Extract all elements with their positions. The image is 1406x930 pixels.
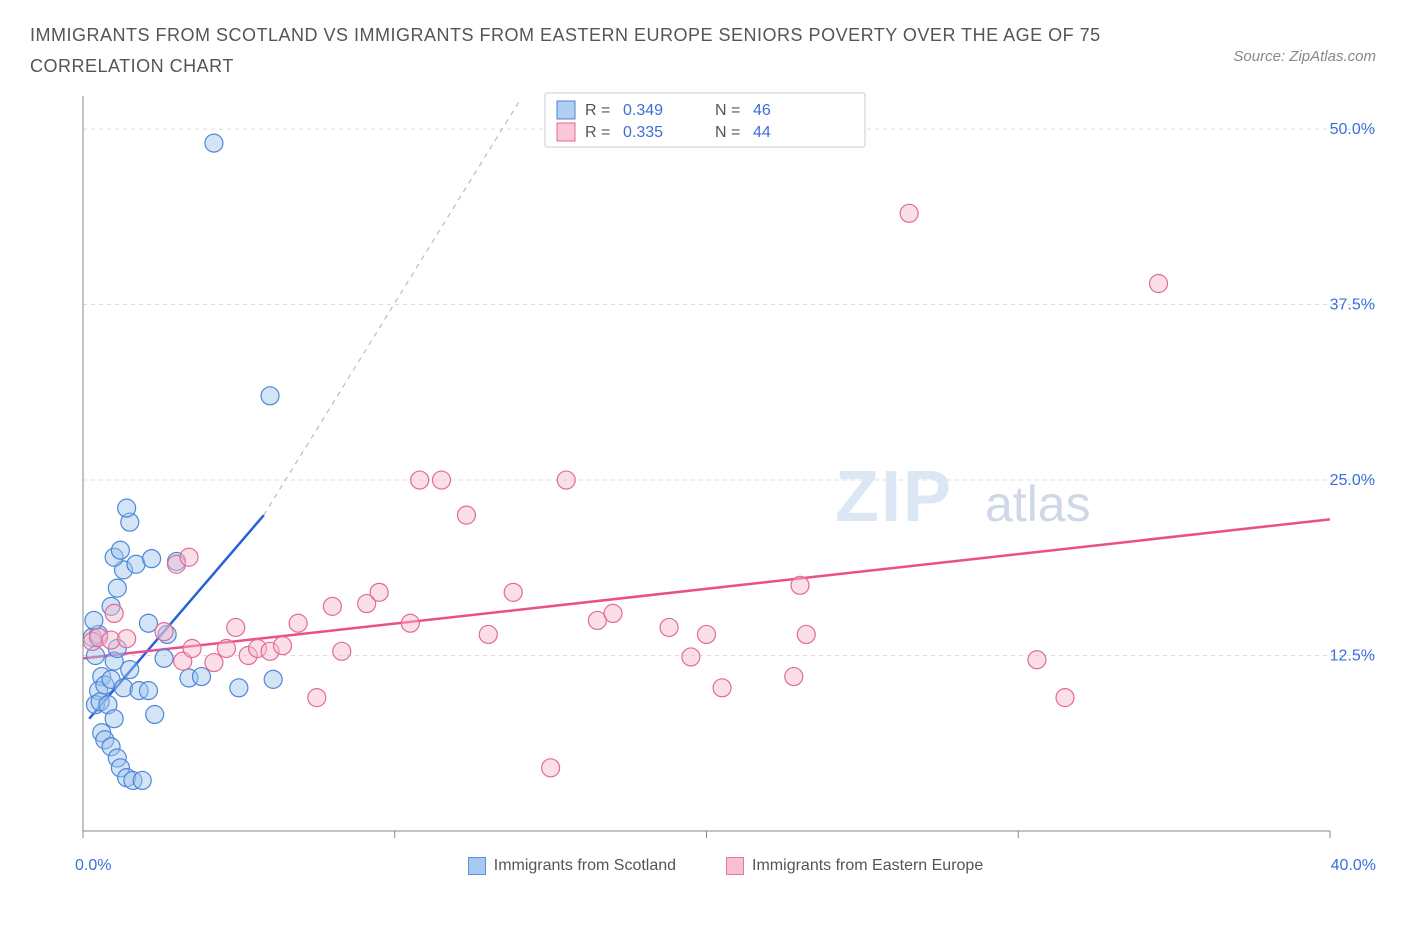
svg-text:46: 46 [753, 102, 771, 119]
legend-label-scotland: Immigrants from Scotland [494, 857, 676, 875]
x-axis-min-label: 0.0% [75, 857, 111, 875]
svg-text:50.0%: 50.0% [1330, 121, 1375, 138]
svg-text:0.335: 0.335 [623, 124, 663, 141]
source-name: ZipAtlas.com [1289, 48, 1376, 65]
svg-text:0.349: 0.349 [623, 102, 663, 119]
svg-text:ZIP: ZIP [835, 457, 953, 537]
legend-item-eeurope: Immigrants from Eastern Europe [726, 857, 983, 875]
svg-text:44: 44 [753, 124, 771, 141]
chart-svg: 12.5% 25.0% 37.5% 50.0% ZIP atlas R = 0.349 N = 4… [75, 91, 1385, 851]
legend-label-eeurope: Immigrants from Eastern Europe [752, 857, 983, 875]
legend-item-scotland: Immigrants from Scotland [468, 857, 676, 875]
bottom-legend: 0.0% Immigrants from Scotland Immigrants… [75, 857, 1376, 875]
source-prefix: Source: [1233, 48, 1289, 65]
chart-title: IMMIGRANTS FROM SCOTLAND VS IMMIGRANTS F… [30, 20, 1130, 81]
svg-text:N =: N = [715, 124, 740, 141]
x-axis-max-label: 40.0% [1331, 857, 1376, 875]
svg-text:25.0%: 25.0% [1330, 472, 1375, 489]
svg-text:atlas: atlas [985, 476, 1091, 532]
svg-text:R =: R = [585, 102, 610, 119]
legend-swatch-eeurope [726, 857, 744, 875]
legend-swatch-scotland [468, 857, 486, 875]
svg-text:N =: N = [715, 102, 740, 119]
svg-text:R =: R = [585, 124, 610, 141]
svg-text:12.5%: 12.5% [1330, 648, 1375, 665]
source-credit: Source: ZipAtlas.com [1233, 48, 1376, 65]
svg-text:37.5%: 37.5% [1330, 297, 1375, 314]
scatter-plot: 12.5% 25.0% 37.5% 50.0% ZIP atlas R = 0.349 N = 4… [75, 91, 1376, 851]
